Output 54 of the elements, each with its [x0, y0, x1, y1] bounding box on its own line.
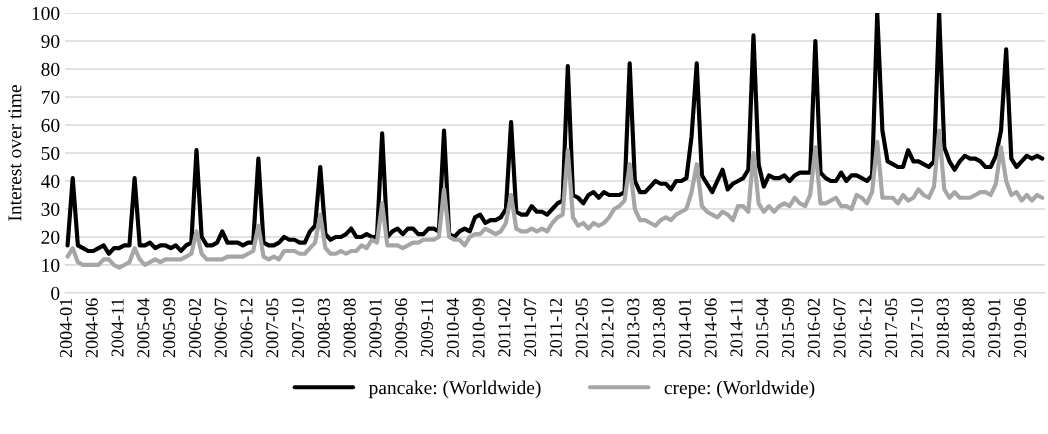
- x-tick-label: 2009-06: [395, 298, 408, 358]
- x-tick-label: 2014-11: [730, 298, 743, 357]
- x-tick-label: 2017-05: [885, 298, 898, 358]
- legend-label: crepe: (Worldwide): [664, 380, 815, 399]
- y-tick-label: 30: [41, 202, 60, 216]
- x-tick-label: 2006-07: [214, 298, 227, 358]
- x-tick-label: 2014-06: [704, 298, 717, 358]
- x-tick-label: 2008-03: [317, 298, 330, 358]
- x-tick-label: 2010-04: [446, 298, 459, 358]
- x-tick-label: 2018-08: [962, 298, 975, 358]
- x-tick-label: 2009-11: [420, 298, 434, 357]
- x-tick-label: 2010-09: [472, 298, 485, 358]
- x-tick-label: 2004-11: [111, 298, 124, 357]
- x-tick-label: 2013-08: [652, 298, 666, 358]
- y-tick-label: 0: [51, 286, 60, 300]
- x-tick-label: 2016-07: [833, 298, 846, 358]
- y-tick-label: 70: [41, 90, 60, 104]
- y-tick-label: 40: [41, 174, 60, 188]
- x-tick-label: 2004-06: [85, 298, 98, 358]
- x-tick-label: 2008-08: [343, 298, 356, 358]
- x-tick-label: 2014-01: [678, 298, 691, 358]
- x-tick-label: 2006-12: [240, 298, 253, 358]
- y-tick-label: 90: [41, 34, 60, 48]
- x-tick-label: 2005-09: [163, 298, 176, 358]
- x-tick-label: 2015-04: [756, 298, 769, 358]
- x-tick-label: 2016-02: [807, 298, 820, 358]
- x-tick-label: 2019-01: [988, 298, 1001, 358]
- y-axis-title: Interest over time: [8, 85, 22, 221]
- x-tick-label: 2006-02: [188, 298, 202, 358]
- y-tick-label: 20: [41, 230, 60, 244]
- x-tick-label: 2009-01: [369, 298, 382, 358]
- y-tick-label: 10: [42, 258, 60, 272]
- x-tick-label: 2011-02: [498, 298, 511, 357]
- y-tick-label: 80: [41, 62, 60, 76]
- x-tick-label: 2017-10: [910, 298, 924, 358]
- x-tick-label: 2012-05: [575, 298, 588, 358]
- x-tick-label: 2007-05: [266, 298, 279, 358]
- x-tick-label: 2013-03: [627, 298, 640, 358]
- line-series: [65, 13, 1045, 256]
- legend-label: pancake: (Worldwide): [368, 380, 541, 399]
- x-tick-label: 2011-12: [549, 298, 563, 357]
- x-tick-label: 2011-07: [524, 298, 537, 357]
- x-tick-label: 2016-12: [859, 298, 872, 358]
- x-tick-label: 2018-03: [936, 298, 949, 358]
- y-tick-label: 100: [32, 6, 60, 20]
- x-tick-label: 2004-01: [59, 298, 73, 358]
- y-tick-label: 50: [41, 146, 60, 160]
- y-tick-label: 60: [41, 118, 60, 132]
- x-tick-label: 2012-10: [601, 298, 614, 358]
- x-tick-label: 2007-10: [291, 298, 305, 358]
- x-tick-label: 2019-06: [1013, 298, 1027, 358]
- x-tick-label: 2015-09: [781, 298, 795, 358]
- x-tick-label: 2005-04: [137, 298, 150, 358]
- line-series: [65, 128, 1045, 270]
